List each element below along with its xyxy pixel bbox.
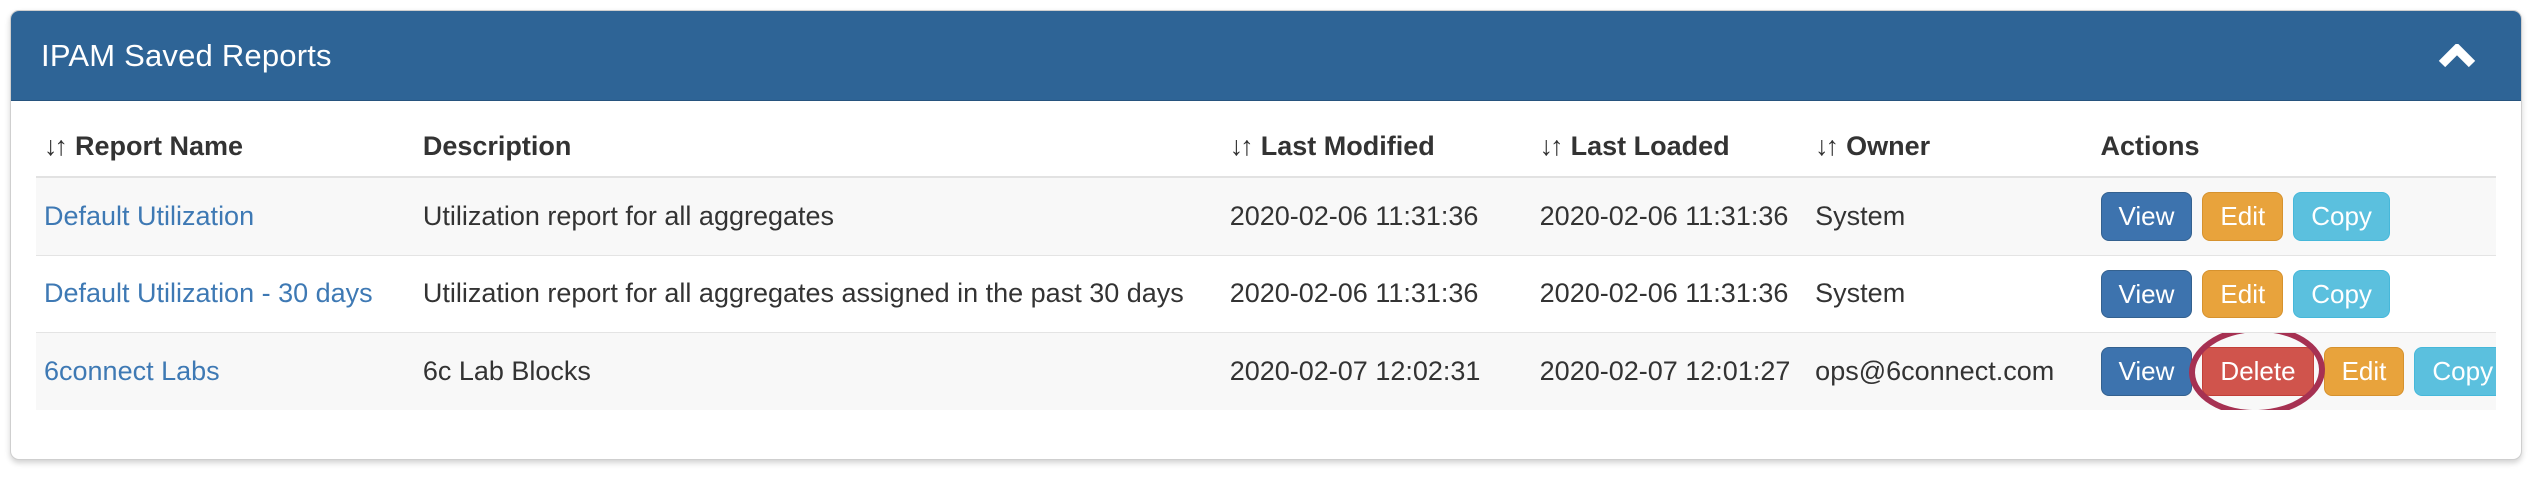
actions-cell: View Delete Edit Copy (2092, 332, 2496, 410)
copy-button[interactable]: Copy (2414, 347, 2496, 396)
last-modified-cell: 2020-02-06 11:31:36 (1221, 254, 1532, 333)
edit-button[interactable]: Edit (2202, 192, 2284, 241)
saved-reports-table: ↓↑ Report Name Description ↓↑ Last Modified ↓… (36, 121, 2496, 410)
column-header-report-name[interactable]: ↓↑ Report Name (36, 121, 415, 178)
description-cell: Utilization report for all aggregates as… (414, 254, 1222, 333)
owner-cell: System (1807, 254, 2093, 333)
view-button[interactable]: View (2100, 269, 2193, 318)
table-row: 6connect Labs 6c Lab Blocks 2020-02-07 12:… (36, 332, 2496, 410)
report-name-cell: Default Utilization (36, 177, 415, 255)
column-header-last-loaded[interactable]: ↓↑ Last Loaded (1531, 121, 1808, 178)
last-loaded-cell: 2020-02-06 11:31:36 (1531, 254, 1808, 333)
edit-button[interactable]: Edit (2323, 347, 2405, 396)
annotated-action: Delete (2187, 333, 2327, 410)
panel-header: IPAM Saved Reports (11, 11, 2521, 101)
owner-cell: ops@6connect.com (1807, 332, 2093, 410)
panel-title: IPAM Saved Reports (41, 37, 332, 73)
last-modified-cell: 2020-02-06 11:31:36 (1229, 200, 1479, 231)
column-label: Last Modified (1260, 131, 1435, 161)
report-name-link[interactable]: Default Utilization (44, 200, 255, 231)
column-header-owner[interactable]: ↓↑ Owner (1807, 121, 2093, 178)
table-row: Default Utilization Utilization report fo… (36, 177, 2496, 255)
edit-button[interactable]: Edit (2202, 269, 2284, 318)
report-name-link[interactable]: Default Utilization - 30 days (44, 278, 373, 309)
table-header-row: ↓↑ Report Name Description ↓↑ Last Modified ↓… (36, 121, 2496, 178)
ipam-saved-reports-panel: IPAM Saved Reports ↓↑ Report Name Descript… (10, 10, 2522, 460)
view-button[interactable]: View (2100, 347, 2193, 396)
description-cell: 6c Lab Blocks (414, 332, 1222, 410)
sort-icon[interactable]: ↓↑ (44, 131, 68, 161)
sort-icon[interactable]: ↓↑ (1815, 131, 1839, 161)
column-header-actions: Actions (2092, 121, 2496, 178)
report-name-link[interactable]: 6connect Labs (44, 355, 220, 386)
report-name-cell: Default Utilization - 30 days (36, 254, 415, 333)
column-header-last-modified[interactable]: ↓↑ Last Modified (1221, 121, 1532, 178)
report-name-cell: 6connect Labs (36, 332, 415, 410)
panel-body: ↓↑ Report Name Description ↓↑ Last Modified ↓… (11, 101, 2521, 410)
column-header-description: Description (414, 121, 1222, 178)
column-label: Description (422, 131, 572, 161)
last-loaded-cell: 2020-02-06 11:31:36 (1539, 200, 1789, 231)
table-row: Default Utilization - 30 days Utilization… (36, 254, 2496, 333)
copy-button[interactable]: Copy (2293, 192, 2390, 241)
actions-cell: View Edit Copy (2093, 177, 2496, 255)
delete-button[interactable]: Delete (2202, 347, 2314, 396)
column-label: Owner (1846, 131, 1931, 161)
sort-icon[interactable]: ↓↑ (1539, 131, 1564, 161)
actions-cell: View Edit Copy (2092, 254, 2496, 333)
last-modified-cell: 2020-02-07 12:02:31 (1221, 332, 1532, 410)
column-label: Report Name (75, 131, 244, 161)
owner-cell: System (1815, 200, 1906, 231)
sort-icon[interactable]: ↓↑ (1229, 131, 1254, 161)
chevron-up-icon (2437, 43, 2477, 68)
copy-button[interactable]: Copy (2293, 269, 2390, 318)
view-button[interactable]: View (2100, 192, 2193, 241)
description-cell: Utilization report for all aggregates (422, 200, 835, 231)
column-label: Last Loaded (1570, 131, 1730, 161)
collapse-panel-button[interactable] (2431, 38, 2483, 74)
column-label: Actions (2100, 131, 2200, 161)
last-loaded-cell: 2020-02-07 12:01:27 (1531, 332, 1808, 410)
